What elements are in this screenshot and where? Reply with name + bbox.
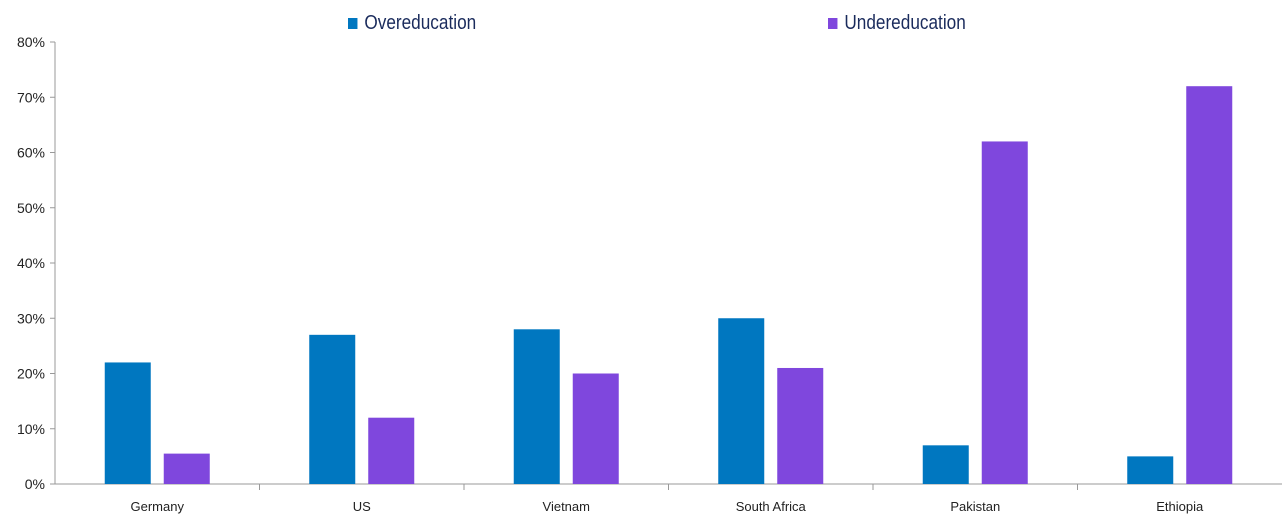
x-category-label: US (353, 499, 371, 514)
y-tick-label: 40% (17, 255, 45, 271)
bar-undereducation-ethiopia (1186, 86, 1233, 484)
legend-item-overeducation: Overeducation (348, 12, 476, 35)
bar-undereducation-south-africa (777, 367, 824, 484)
bar-overeducation-vietnam (513, 329, 560, 484)
y-tick-label: 0% (25, 476, 45, 492)
bar-overeducation-ethiopia (1127, 456, 1174, 484)
x-category-label: Pakistan (950, 499, 1000, 514)
legend-swatch-overeducation (348, 18, 358, 29)
bar-overeducation-south-africa (718, 318, 765, 484)
y-tick-label: 60% (17, 145, 45, 161)
y-tick-label: 50% (17, 200, 45, 216)
bar-overeducation-us (309, 334, 356, 484)
legend-item-undereducation: Undereducation (828, 12, 966, 35)
y-tick-label: 30% (17, 310, 45, 326)
bar-undereducation-vietnam (572, 373, 619, 484)
x-category-label: Vietnam (543, 499, 590, 514)
bar-overeducation-germany (104, 362, 151, 484)
x-category-label: Germany (131, 499, 185, 514)
legend-label-undereducation: Undereducation (844, 12, 966, 34)
legend-label-overeducation: Overeducation (364, 12, 477, 34)
bar-undereducation-pakistan (981, 141, 1028, 484)
x-category-label: Ethiopia (1156, 499, 1204, 514)
y-tick-label: 10% (17, 421, 45, 437)
y-tick-label: 80% (17, 34, 45, 50)
y-tick-label: 70% (17, 89, 45, 105)
legend-swatch-undereducation (828, 18, 838, 29)
bar-undereducation-germany (163, 453, 210, 484)
y-tick-label: 20% (17, 366, 45, 382)
bar-overeducation-pakistan (922, 445, 969, 484)
x-category-label: South Africa (736, 499, 807, 514)
bar-undereducation-us (368, 417, 415, 484)
